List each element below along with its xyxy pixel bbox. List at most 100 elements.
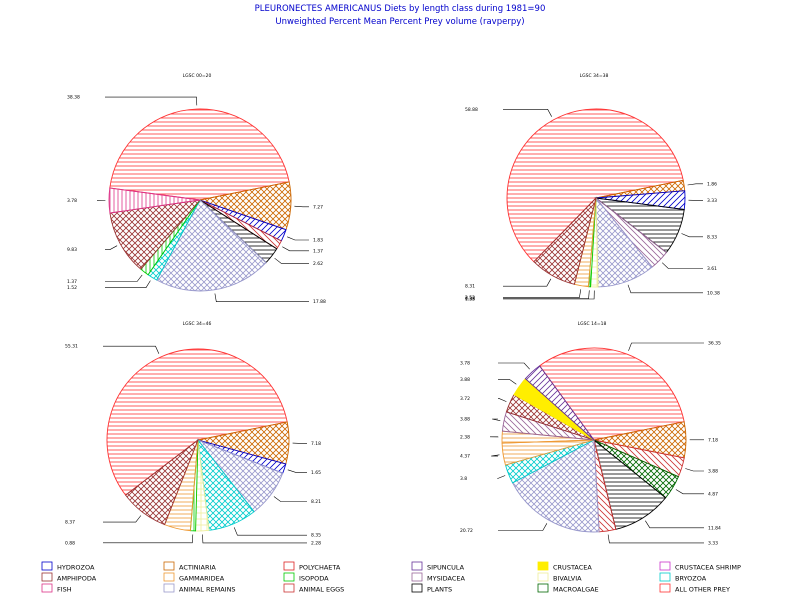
legend: HYDROZOA ACTINIARIA POLYCHAETA SIPUNCULA CRU… — [41, 561, 741, 594]
legend-label: GAMMARIDEA — [179, 575, 225, 583]
data-label: 3.61 — [707, 266, 717, 272]
data-label: 58.88 — [465, 107, 478, 113]
pie-chart-1: LGSC 00=20 38.38 7.27 1.83 1.37 2.62 17.88 1.52… — [67, 73, 326, 305]
data-label: 8.35 — [311, 533, 321, 539]
label-leader-line — [214, 293, 309, 303]
label-leader-line — [294, 205, 309, 208]
data-label: 7.18 — [311, 441, 321, 447]
data-label: 3.72 — [460, 396, 470, 402]
label-leader-line — [628, 342, 704, 351]
data-label: 20.72 — [460, 528, 473, 534]
legend-item-bivalvia: BIVALVIA — [537, 572, 582, 583]
label-leader-line — [503, 109, 552, 117]
legend-swatch — [411, 561, 423, 571]
label-leader-line — [233, 527, 307, 536]
data-label: 2.38 — [460, 434, 470, 440]
pie-subtitle: LGSC 34=46 — [183, 321, 212, 327]
pie-slice-amphipoda — [533, 196, 597, 285]
data-label: 1.65 — [311, 470, 321, 476]
label-leader-line — [503, 278, 552, 287]
data-label: 10.38 — [707, 290, 720, 296]
data-label: 3.8 — [460, 476, 467, 482]
legend-label: ISOPODA — [299, 575, 329, 583]
label-leader-line — [105, 274, 143, 282]
label-leader-line — [498, 362, 530, 370]
data-label: 3.78 — [460, 361, 470, 367]
legend-swatch — [537, 572, 549, 582]
legend-swatch — [41, 561, 53, 571]
label-leader-line — [627, 284, 703, 294]
label-leader-line — [498, 379, 517, 385]
data-label: 8.33 — [707, 234, 717, 240]
label-leader-line — [105, 280, 151, 289]
legend-label: CRUSTACEA — [553, 564, 592, 572]
pie-subtitle: LGSC 00=20 — [183, 73, 212, 79]
data-label: 2.28 — [311, 540, 321, 546]
label-leader-line — [103, 534, 194, 544]
data-label: 0.88 — [65, 540, 75, 546]
pie-slice-all-other-prey — [506, 108, 684, 263]
label-leader-line — [497, 475, 506, 479]
label-leader-line — [498, 523, 548, 531]
pie-slice-all-other-prey — [538, 347, 685, 441]
legend-label: BRYOZOA — [675, 575, 707, 583]
data-label: 36.35 — [708, 341, 721, 347]
data-label: 2.52 — [465, 295, 475, 301]
legend-label: HYDROZOA — [57, 564, 95, 572]
data-label: 9.83 — [67, 247, 77, 253]
legend-item-animal-eggs: ANIMAL EGGS — [283, 583, 344, 594]
label-leader-line — [491, 454, 500, 457]
data-label: 4.87 — [708, 491, 718, 497]
pie-subtitle: LGSC 34=38 — [580, 73, 609, 79]
legend-item-fish: FISH — [41, 583, 72, 594]
legend-item-plants: PLANTS — [411, 583, 452, 594]
chart-subtitle: Unweighted Percent Mean Percent Prey vol… — [275, 17, 524, 27]
legend-label: FISH — [57, 586, 72, 594]
legend-item-macroalgae: MACROALGAE — [537, 583, 599, 594]
data-label: 7.27 — [313, 204, 323, 210]
legend-item-bryozoa: BRYOZOA — [659, 572, 707, 583]
legend-swatch — [659, 572, 671, 582]
legend-item-actiniaria: ACTINIARIA — [163, 561, 216, 572]
data-label: 55.31 — [65, 344, 78, 350]
data-label: 1.52 — [67, 285, 77, 291]
data-label: 38.38 — [67, 95, 80, 101]
label-leader-line — [274, 257, 309, 264]
data-label: 1.37 — [67, 279, 77, 285]
legend-item-all-other-prey: ALL OTHER PREY — [659, 583, 730, 594]
label-leader-line — [687, 183, 703, 186]
data-label: 3.33 — [708, 540, 718, 546]
pie-slice-all-other-prey — [109, 108, 290, 201]
label-leader-line — [103, 345, 160, 354]
label-leader-line — [287, 469, 307, 473]
legend-item-hydrozoa: HYDROZOA — [41, 561, 95, 572]
legend-item-crustacea-shrimp: CRUSTACEA SHRIMP — [659, 561, 741, 572]
legend-item-sipuncula: SIPUNCULA — [411, 561, 465, 572]
legend-label: AMPHIPODA — [57, 575, 97, 583]
data-label: 3.78 — [67, 198, 77, 204]
legend-swatch — [283, 583, 295, 593]
legend-label: BIVALVIA — [553, 575, 582, 583]
legend-swatch — [411, 572, 423, 582]
pie-slice-fish — [108, 187, 201, 214]
legend-label: ANIMAL REMAINS — [179, 586, 236, 594]
legend-label: MYSIDACEA — [427, 575, 465, 583]
label-leader-line — [282, 246, 309, 252]
label-leader-line — [202, 534, 307, 544]
data-label: 8.37 — [65, 520, 75, 526]
legend-swatch — [163, 583, 175, 593]
legend-swatch — [41, 572, 53, 582]
label-leader-line — [503, 289, 582, 298]
data-label: 3.88 — [708, 469, 718, 475]
label-leader-line — [105, 96, 198, 106]
data-label: 3.88 — [460, 417, 470, 423]
label-leader-line — [103, 515, 142, 523]
legend-label: MACROALGAE — [553, 586, 599, 594]
legend-item-isopoda: ISOPODA — [283, 572, 329, 583]
pie-slice-all-other-prey — [106, 348, 288, 496]
legend-item-mysidacea: MYSIDACEA — [411, 572, 465, 583]
pie-subtitle: LGSC 14=18 — [578, 321, 607, 327]
data-label: 1.37 — [313, 248, 323, 254]
legend-item-crustacea: CRUSTACEA — [537, 561, 592, 572]
legend-item-amphipoda: AMPHIPODA — [41, 572, 97, 583]
